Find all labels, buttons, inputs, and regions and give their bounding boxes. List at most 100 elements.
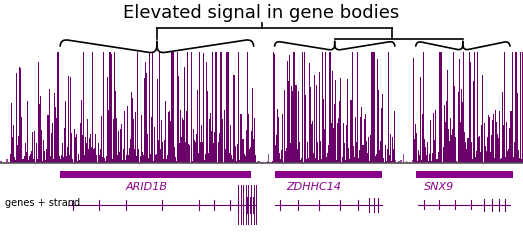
Bar — [298, 91, 299, 163]
Bar — [464, 132, 465, 163]
Bar — [48, 157, 49, 163]
Bar — [243, 139, 244, 163]
Bar — [63, 157, 64, 163]
Bar — [365, 119, 366, 163]
Bar — [98, 143, 99, 163]
Bar — [195, 142, 196, 163]
Bar — [6, 159, 7, 163]
Bar — [173, 129, 174, 163]
Bar — [91, 146, 92, 163]
Bar — [305, 95, 306, 163]
Bar — [21, 117, 22, 163]
Bar — [75, 137, 76, 163]
Bar — [266, 162, 267, 163]
Bar — [134, 149, 135, 163]
Bar — [457, 162, 458, 163]
Bar — [515, 155, 516, 163]
Bar — [520, 52, 521, 163]
Bar — [312, 121, 313, 163]
Bar — [471, 142, 472, 163]
Bar — [106, 156, 107, 163]
Bar — [250, 147, 251, 163]
Bar — [393, 149, 394, 163]
Bar — [281, 162, 282, 163]
Bar — [268, 154, 269, 163]
Bar — [344, 143, 345, 163]
Bar — [246, 130, 247, 163]
Bar — [163, 159, 164, 163]
Bar — [519, 157, 520, 163]
Bar — [90, 135, 92, 163]
Bar — [149, 52, 150, 163]
Bar — [100, 149, 101, 163]
Bar — [395, 160, 396, 163]
Bar — [277, 109, 278, 163]
Bar — [434, 113, 435, 163]
Bar — [87, 120, 88, 163]
Bar — [32, 158, 33, 163]
Bar — [297, 146, 298, 163]
Bar — [507, 151, 508, 163]
Bar — [324, 129, 325, 163]
Bar — [371, 52, 372, 163]
Bar — [16, 73, 17, 163]
Bar — [18, 136, 19, 163]
Bar — [237, 144, 238, 163]
Bar — [465, 142, 466, 163]
Bar — [509, 145, 510, 163]
Bar — [109, 52, 110, 163]
Bar — [361, 107, 362, 163]
Bar — [328, 145, 329, 163]
Bar — [468, 144, 469, 163]
Bar — [367, 153, 368, 163]
Bar — [207, 91, 208, 163]
Bar — [199, 136, 200, 163]
Bar — [427, 142, 428, 163]
Bar — [31, 151, 32, 163]
Bar — [210, 113, 211, 163]
Bar — [465, 149, 467, 163]
Bar — [439, 52, 440, 163]
Bar — [96, 161, 97, 163]
Bar — [194, 139, 195, 163]
Bar — [500, 159, 501, 163]
Bar — [435, 110, 436, 163]
Bar — [371, 133, 372, 163]
Bar — [50, 156, 51, 163]
Bar — [413, 58, 414, 163]
Bar — [455, 137, 456, 163]
Bar — [183, 120, 184, 163]
Bar — [273, 52, 274, 163]
Bar — [420, 77, 422, 163]
Bar — [70, 77, 71, 163]
Bar — [430, 120, 431, 163]
Bar — [445, 122, 446, 163]
Bar — [418, 161, 419, 163]
Bar — [317, 142, 319, 163]
Bar — [483, 162, 484, 163]
Bar — [428, 161, 429, 163]
Bar — [259, 162, 260, 163]
Bar — [218, 142, 219, 163]
Bar — [221, 52, 222, 163]
Bar — [272, 161, 273, 163]
Bar — [469, 52, 470, 163]
Bar — [382, 94, 383, 163]
Bar — [511, 111, 512, 163]
Bar — [69, 76, 70, 163]
Bar — [58, 52, 59, 163]
Bar — [347, 79, 348, 163]
Bar — [258, 161, 259, 163]
Bar — [166, 159, 167, 163]
Bar — [487, 137, 488, 163]
Bar — [52, 123, 53, 163]
Bar — [267, 161, 268, 163]
Bar — [384, 161, 385, 163]
Bar — [74, 129, 75, 163]
Bar — [72, 159, 73, 163]
Bar — [236, 161, 237, 163]
Bar — [154, 127, 155, 163]
Bar — [444, 105, 445, 163]
Bar — [328, 52, 329, 163]
Bar — [97, 162, 98, 163]
